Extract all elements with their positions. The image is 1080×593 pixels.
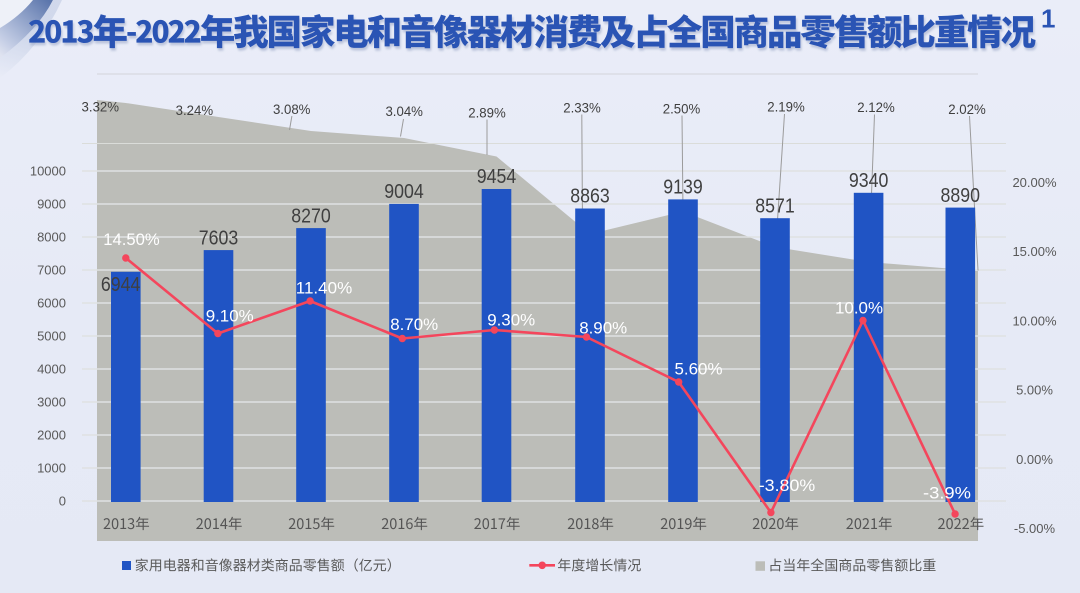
svg-text:9.10%: 9.10% [206, 307, 254, 326]
svg-text:10.00%: 10.00% [1012, 313, 1057, 328]
svg-text:8890: 8890 [941, 185, 981, 207]
svg-text:-5.00%: -5.00% [1014, 521, 1056, 536]
svg-text:6000: 6000 [37, 296, 66, 311]
svg-text:0.00%: 0.00% [1016, 452, 1053, 467]
svg-text:9004: 9004 [384, 181, 424, 203]
svg-text:15.00%: 15.00% [1012, 244, 1057, 259]
svg-text:2.02%: 2.02% [948, 101, 986, 117]
svg-text:-3.80%: -3.80% [759, 476, 816, 495]
svg-text:5.60%: 5.60% [675, 359, 723, 378]
svg-text:2.50%: 2.50% [663, 101, 701, 117]
svg-text:3.32%: 3.32% [82, 98, 120, 114]
svg-text:8571: 8571 [755, 195, 795, 217]
svg-text:10.0%: 10.0% [835, 299, 883, 318]
svg-text:2.12%: 2.12% [857, 99, 895, 115]
svg-text:8.70%: 8.70% [390, 315, 438, 334]
svg-text:9340: 9340 [849, 170, 889, 192]
svg-text:3000: 3000 [37, 395, 66, 410]
svg-text:5000: 5000 [37, 329, 66, 344]
svg-text:8863: 8863 [570, 186, 610, 208]
svg-text:20.00%: 20.00% [1012, 175, 1057, 190]
svg-text:5.00%: 5.00% [1016, 383, 1053, 398]
svg-text:3.04%: 3.04% [385, 103, 423, 119]
svg-text:7603: 7603 [199, 227, 239, 249]
svg-text:2.89%: 2.89% [468, 105, 506, 121]
svg-text:9000: 9000 [37, 197, 66, 212]
svg-text:1: 1 [1041, 4, 1055, 34]
svg-text:8000: 8000 [37, 230, 66, 245]
svg-text:4000: 4000 [37, 362, 66, 377]
svg-text:9139: 9139 [663, 177, 703, 199]
svg-text:8.90%: 8.90% [579, 318, 627, 337]
svg-text:6944: 6944 [101, 274, 141, 296]
svg-text:2.19%: 2.19% [767, 99, 805, 115]
svg-text:8270: 8270 [291, 205, 331, 227]
svg-text:3.08%: 3.08% [273, 101, 311, 117]
svg-text:9.30%: 9.30% [487, 310, 535, 329]
svg-text:2000: 2000 [37, 428, 66, 443]
svg-text:-3.9%: -3.9% [923, 484, 971, 503]
svg-text:11.40%: 11.40% [296, 278, 353, 297]
svg-text:9454: 9454 [477, 166, 517, 188]
svg-text:14.50%: 14.50% [103, 230, 160, 249]
svg-text:0: 0 [59, 494, 66, 509]
svg-text:3.24%: 3.24% [176, 102, 214, 118]
svg-text:10000: 10000 [30, 164, 66, 179]
svg-text:1000: 1000 [37, 461, 66, 476]
svg-text:2.33%: 2.33% [563, 100, 601, 116]
svg-text:7000: 7000 [37, 263, 66, 278]
